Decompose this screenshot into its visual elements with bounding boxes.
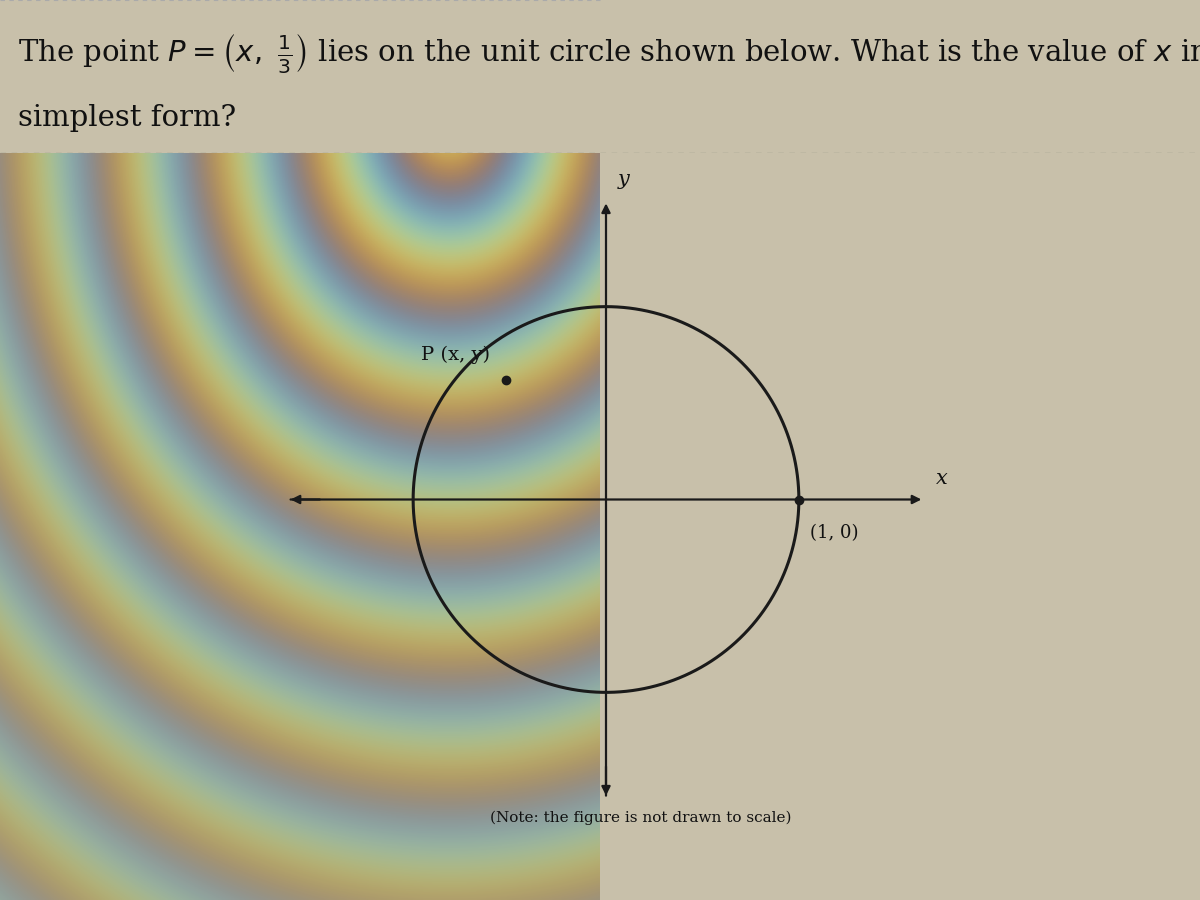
- Text: x: x: [936, 469, 948, 488]
- Text: (Note: the figure is not drawn to scale): (Note: the figure is not drawn to scale): [490, 811, 792, 825]
- Text: The point $P = \left(x,\ \frac{1}{3}\right)$ lies on the unit circle shown below: The point $P = \left(x,\ \frac{1}{3}\rig…: [18, 31, 1200, 75]
- Text: (1, 0): (1, 0): [810, 525, 859, 543]
- Text: simplest form?: simplest form?: [18, 104, 236, 132]
- Text: P (x, y): P (x, y): [421, 346, 491, 364]
- Text: y: y: [618, 170, 629, 189]
